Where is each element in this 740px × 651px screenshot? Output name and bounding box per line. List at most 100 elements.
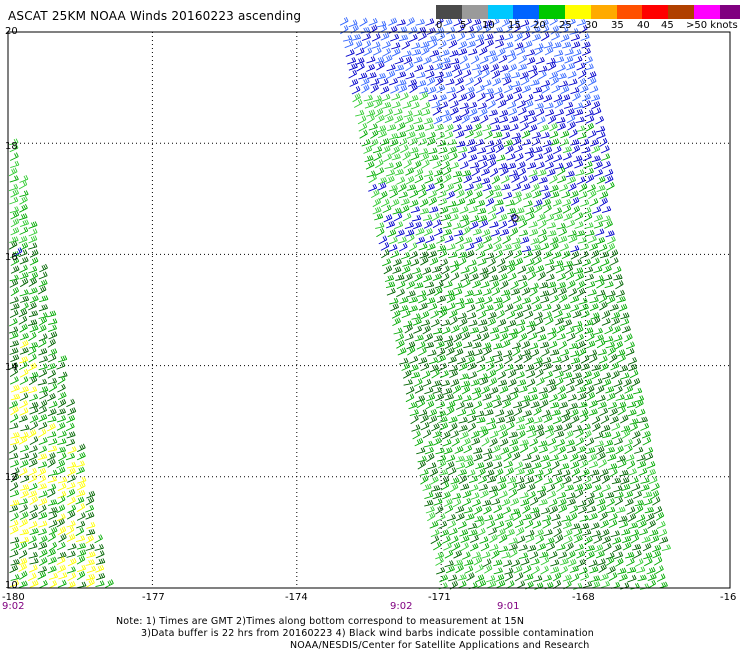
wind-barb	[369, 24, 378, 34]
wind-barb	[389, 138, 399, 147]
wind-barb	[76, 512, 86, 521]
wind-barb	[370, 84, 379, 94]
wind-barb	[443, 280, 453, 289]
wind-barb	[460, 380, 471, 388]
wind-barb	[487, 311, 497, 320]
wind-barb	[413, 117, 423, 125]
wind-barb	[10, 152, 19, 161]
wind-barb	[574, 108, 584, 117]
wind-barb	[614, 491, 624, 499]
wind-barb	[473, 505, 483, 515]
wind-barb	[578, 566, 588, 575]
wind-barb	[484, 409, 494, 417]
wind-barb	[19, 277, 29, 288]
wind-barb	[403, 320, 413, 328]
wind-barb	[618, 573, 628, 582]
wind-barb	[403, 110, 413, 118]
wind-barb	[605, 341, 615, 349]
wind-barb	[582, 206, 592, 215]
wind-barb	[593, 221, 604, 229]
wind-barb	[10, 431, 20, 439]
wind-barb	[10, 160, 20, 169]
wind-barb	[508, 63, 518, 73]
wind-barb	[541, 84, 550, 94]
wind-barb	[10, 210, 20, 220]
wind-barb	[589, 303, 599, 312]
wind-barb	[461, 114, 470, 124]
wind-barb	[608, 519, 618, 529]
wind-barb	[581, 146, 591, 154]
wind-barb	[549, 184, 559, 193]
wind-barb	[463, 236, 473, 245]
wind-barb	[460, 535, 470, 544]
wind-barb	[452, 114, 462, 124]
wind-barb	[608, 572, 618, 582]
colorbar-swatch	[642, 5, 669, 19]
wind-barb	[570, 196, 580, 206]
wind-barb	[605, 446, 616, 454]
wind-barb	[615, 289, 625, 298]
wind-barb	[355, 57, 365, 65]
wind-barb	[440, 153, 450, 163]
wind-barb	[576, 287, 586, 297]
wind-barb	[376, 114, 385, 124]
wind-barb	[478, 107, 488, 117]
wind-barb	[404, 273, 413, 282]
wind-barb	[652, 544, 662, 553]
wind-barb	[392, 258, 402, 267]
wind-barb	[627, 566, 637, 574]
wind-barb	[566, 62, 576, 71]
wind-barb	[47, 310, 57, 318]
wind-barb	[531, 511, 541, 521]
wind-barb	[651, 482, 660, 492]
wind-barb	[489, 534, 498, 544]
wind-barb	[445, 289, 455, 297]
wind-barb	[487, 158, 497, 169]
wind-barb	[456, 140, 466, 148]
wind-barb	[47, 353, 57, 363]
wind-barb	[539, 281, 549, 289]
wind-barb	[650, 535, 660, 544]
wind-barb	[596, 558, 606, 566]
wind-barb	[497, 482, 507, 492]
wind-barb	[641, 430, 651, 439]
wind-barb	[429, 154, 439, 162]
wind-barb	[366, 170, 376, 178]
wind-barb	[57, 495, 66, 505]
wind-barb	[453, 183, 463, 193]
colorbar-swatch	[616, 5, 643, 19]
colorbar-swatch	[668, 5, 694, 19]
wind-barb	[536, 213, 546, 222]
wind-barb	[555, 317, 564, 326]
wind-barb	[526, 325, 536, 335]
wind-barb	[451, 542, 461, 552]
wind-barb	[565, 385, 575, 394]
wind-barb	[617, 567, 627, 575]
wind-barb	[436, 295, 447, 304]
wind-barb	[617, 459, 627, 469]
wind-barb	[418, 356, 428, 365]
wind-barb	[39, 390, 48, 400]
wind-barb	[629, 369, 639, 379]
wind-barb	[544, 161, 554, 170]
wind-barb	[9, 236, 19, 243]
wind-barb	[580, 310, 590, 319]
wind-barb	[587, 289, 597, 297]
wind-barb	[8, 444, 18, 454]
wind-barb	[484, 88, 495, 95]
wind-barb	[578, 401, 588, 409]
wind-barb	[19, 386, 29, 394]
wind-barb	[498, 273, 508, 282]
wind-barb	[419, 86, 429, 94]
wind-barb	[373, 152, 382, 162]
wind-barb	[483, 243, 493, 252]
wind-barb	[624, 498, 634, 507]
wind-barb	[368, 183, 378, 192]
wind-barb	[625, 341, 635, 350]
wind-barb	[558, 20, 568, 28]
wind-barb	[483, 235, 492, 244]
wind-barb	[633, 490, 643, 500]
pass-time-label: 9:02	[390, 601, 413, 612]
wind-barb	[472, 176, 482, 184]
wind-barb	[606, 392, 616, 402]
